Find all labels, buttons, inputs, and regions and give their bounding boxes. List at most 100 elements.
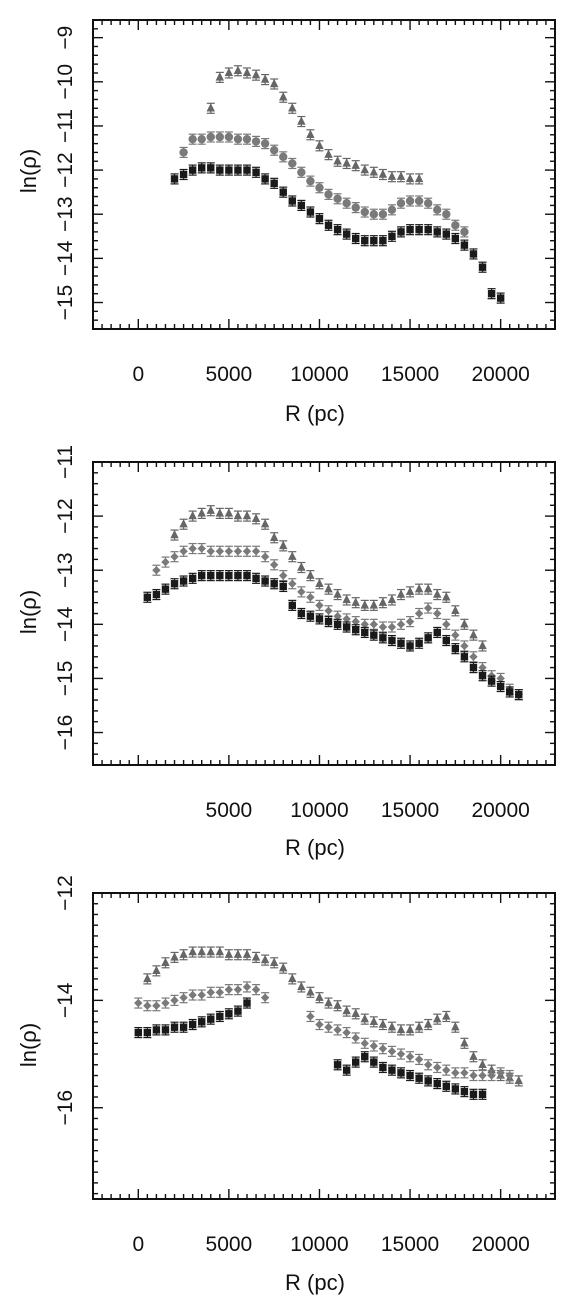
data-point <box>207 164 215 172</box>
data-point <box>279 582 287 591</box>
series-square <box>134 997 487 1100</box>
data-point <box>306 570 315 579</box>
data-point <box>415 225 423 234</box>
data-point <box>387 1022 397 1031</box>
data-point <box>370 1058 378 1066</box>
data-point <box>442 620 451 629</box>
data-point <box>414 583 424 593</box>
data-point <box>433 589 442 598</box>
data-point <box>460 1087 469 1096</box>
data-point <box>442 230 450 238</box>
data-point <box>260 74 270 83</box>
data-point <box>342 1028 351 1037</box>
data-point <box>333 156 342 165</box>
data-point <box>451 234 460 243</box>
data-point <box>405 1024 415 1034</box>
data-point <box>197 508 206 517</box>
data-point <box>297 116 306 125</box>
data-point <box>170 1023 179 1031</box>
data-point <box>378 597 388 606</box>
data-point <box>333 612 342 621</box>
data-point <box>369 167 379 176</box>
data-point <box>170 552 179 561</box>
y-tick-label: −11 <box>54 445 77 479</box>
data-point <box>361 237 369 245</box>
data-point <box>288 197 296 205</box>
data-point <box>369 600 379 609</box>
y-tick-label: −11 <box>54 109 77 143</box>
data-point <box>297 201 306 210</box>
data-point <box>170 529 179 539</box>
data-point <box>315 140 324 150</box>
data-point <box>460 1038 469 1047</box>
data-point <box>469 663 478 672</box>
data-point <box>360 1039 369 1048</box>
data-point <box>397 1069 405 1077</box>
data-point <box>396 171 406 180</box>
data-point <box>379 634 387 642</box>
data-point <box>269 560 279 570</box>
data-point <box>188 166 197 174</box>
data-point <box>242 949 252 958</box>
data-point <box>179 519 188 528</box>
data-point <box>197 544 206 553</box>
data-point <box>423 198 433 208</box>
data-point <box>342 198 351 208</box>
x-tick-label: 20000 <box>471 1233 529 1256</box>
data-point <box>496 1068 505 1078</box>
x-tick-label: 5000 <box>206 363 253 386</box>
x-tick-label: 0 <box>132 1233 144 1256</box>
x-tick-label: 20000 <box>471 799 529 822</box>
data-point <box>224 508 234 517</box>
data-point <box>433 228 441 236</box>
data-point <box>460 1068 469 1078</box>
data-point <box>405 586 415 596</box>
data-point <box>233 510 243 520</box>
data-point <box>333 225 342 234</box>
data-point <box>406 642 414 650</box>
y-tick-label: −15 <box>54 661 77 697</box>
data-point <box>405 196 415 206</box>
data-point <box>424 634 432 642</box>
data-point <box>161 1026 170 1034</box>
data-point <box>297 168 306 177</box>
data-point <box>251 513 261 523</box>
data-point <box>515 690 523 699</box>
data-point <box>179 1023 188 1031</box>
data-point <box>352 1058 360 1066</box>
data-point <box>207 571 215 580</box>
data-point <box>269 146 279 155</box>
data-point <box>188 574 197 583</box>
data-point <box>451 1085 460 1093</box>
data-point <box>243 166 251 174</box>
data-point <box>269 532 279 541</box>
data-point <box>315 601 324 610</box>
x-tick-label: 20000 <box>471 363 529 386</box>
data-point <box>206 103 215 112</box>
series-square <box>170 162 505 304</box>
data-point <box>188 544 197 553</box>
series-square <box>143 570 523 701</box>
data-point <box>234 571 242 580</box>
data-point <box>351 1008 360 1017</box>
y-tick-label: −9 <box>54 26 77 50</box>
data-point <box>261 175 269 183</box>
data-point <box>152 1026 161 1034</box>
x-tick-label: 0 <box>132 363 144 386</box>
data-point <box>469 652 478 661</box>
data-point <box>143 593 152 601</box>
series-circle <box>179 131 469 238</box>
data-point <box>216 166 224 174</box>
y-tick-label: −14 <box>54 982 77 1018</box>
data-point <box>270 580 278 588</box>
data-point <box>234 1007 242 1015</box>
y-tick-label: −12 <box>54 152 77 188</box>
data-point <box>396 198 406 208</box>
data-point <box>315 992 324 1001</box>
data-point <box>161 557 170 567</box>
data-point <box>224 949 234 958</box>
data-point <box>423 583 433 593</box>
data-point <box>352 626 360 634</box>
data-point <box>197 946 206 956</box>
data-point <box>288 551 297 560</box>
